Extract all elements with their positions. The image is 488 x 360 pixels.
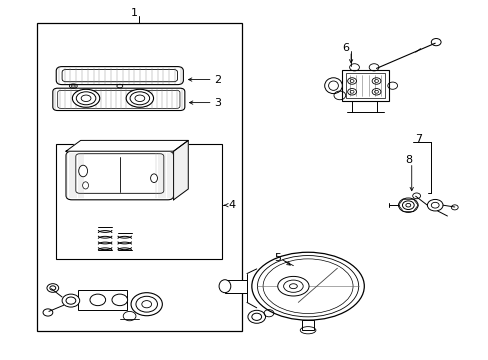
Ellipse shape [150, 174, 157, 183]
Ellipse shape [136, 296, 157, 312]
Ellipse shape [72, 89, 100, 107]
Ellipse shape [82, 182, 88, 189]
Ellipse shape [135, 95, 144, 102]
Text: 6: 6 [342, 42, 348, 53]
Ellipse shape [251, 252, 364, 320]
Ellipse shape [76, 92, 96, 105]
Text: 4: 4 [228, 200, 235, 210]
Ellipse shape [289, 284, 297, 289]
Ellipse shape [142, 301, 151, 308]
Polygon shape [66, 140, 188, 151]
Ellipse shape [219, 280, 230, 293]
Ellipse shape [79, 165, 87, 177]
Text: 8: 8 [404, 155, 411, 165]
Bar [224, 280, 246, 293]
Ellipse shape [81, 95, 91, 102]
Ellipse shape [62, 294, 80, 307]
Bar [78, 290, 127, 310]
Ellipse shape [328, 81, 338, 90]
Ellipse shape [324, 78, 342, 94]
Text: 7: 7 [414, 134, 421, 144]
Bar [302, 320, 313, 330]
Ellipse shape [131, 293, 162, 316]
Bar [56, 144, 222, 259]
Bar [346, 73, 384, 98]
Text: 5: 5 [273, 253, 280, 264]
Polygon shape [173, 140, 188, 200]
Ellipse shape [66, 297, 76, 304]
Text: 1: 1 [131, 8, 138, 18]
Ellipse shape [112, 294, 127, 306]
Bar [37, 23, 242, 331]
Ellipse shape [277, 276, 308, 296]
Ellipse shape [283, 280, 303, 292]
Ellipse shape [126, 89, 153, 107]
Text: 2: 2 [214, 75, 221, 85]
FancyBboxPatch shape [76, 154, 163, 193]
Bar [342, 70, 388, 101]
Ellipse shape [90, 294, 105, 306]
FancyBboxPatch shape [66, 151, 173, 200]
Text: 3: 3 [214, 98, 221, 108]
Ellipse shape [130, 92, 149, 105]
